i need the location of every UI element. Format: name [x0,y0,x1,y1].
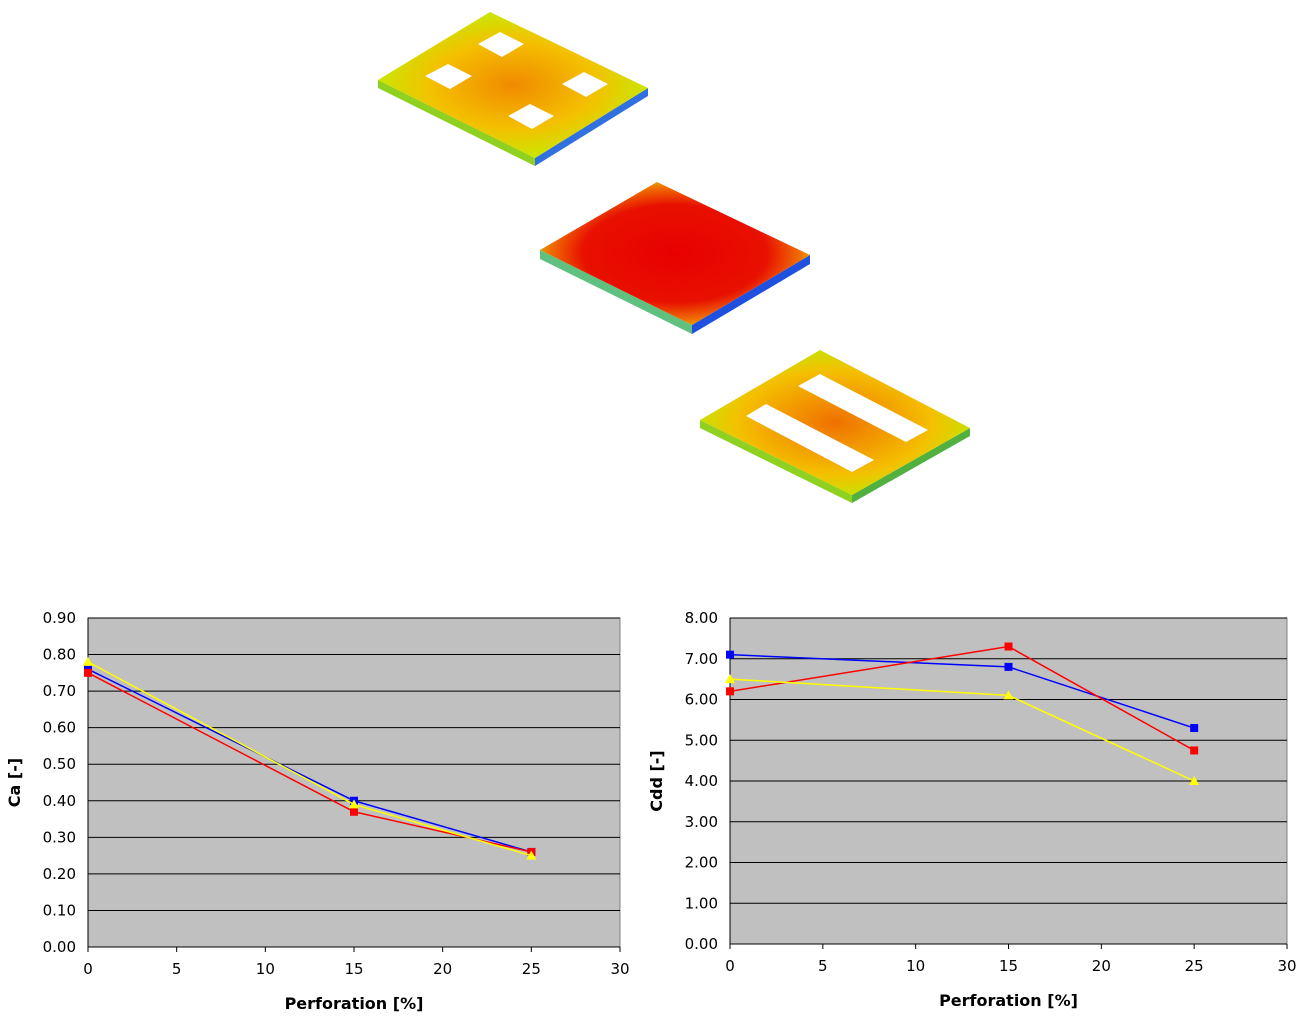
y-tick-label: 4.00 [685,772,718,790]
x-tick-label: 25 [522,960,541,978]
y-tick-label: 8.00 [685,609,718,627]
y-axis-title: Cdd [-] [647,750,666,811]
y-tick-label: 2.00 [685,854,718,872]
marker [1189,776,1200,785]
plate-slots [700,350,970,503]
y-tick-label: 0.20 [43,865,76,883]
y-tick-label: 5.00 [685,731,718,749]
y-tick-label: 0.80 [43,646,76,664]
marker [726,687,734,696]
marker [84,668,92,677]
x-tick-label: 30 [1277,957,1296,975]
marker [83,656,93,666]
y-tick-label: 0.40 [43,792,76,810]
marker [1004,662,1013,671]
plate-cross-holes [378,12,648,166]
x-tick-label: 20 [1092,957,1111,975]
x-tick-label: 0 [725,957,735,975]
marker [526,850,537,860]
marker [1004,642,1013,651]
x-axis-title: Perforation [%] [285,994,424,1013]
marker [350,807,358,816]
y-axis-title: Ca [-] [5,758,24,807]
plate-solid [540,182,810,334]
y-tick-label: 0.50 [43,755,76,773]
marker [1003,690,1014,700]
y-tick-label: 3.00 [685,813,718,831]
x-tick-label: 15 [999,957,1018,975]
y-tick-label: 0.70 [43,682,76,700]
y-tick-label: 0.10 [43,901,76,919]
x-axis-title: Perforation [%] [939,991,1078,1010]
x-tick-label: 20 [433,960,452,978]
y-tick-label: 0.30 [43,828,76,846]
y-tick-label: 0.60 [43,719,76,737]
marker [1190,724,1199,733]
marker [349,799,359,809]
y-tick-label: 1.00 [685,894,718,912]
y-tick-label: 7.00 [685,650,718,668]
y-tick-label: 0.90 [43,609,76,627]
chart: 0.00 0.10 0.20 0.30 0.40 0.50 0.60 0.70 0.80 0.90… [5,609,630,1013]
plot-area [87,617,621,948]
x-tick-label: 30 [610,960,629,978]
x-tick-label: 5 [818,957,828,975]
x-tick-label: 10 [906,957,925,975]
chart: 0.00 1.00 2.00 3.00 4.00 5.00 6.00 7.00 8.00 0 5 10… [647,609,1297,1010]
x-tick-label: 5 [172,960,182,978]
marker [1190,746,1199,755]
marker [726,650,734,659]
y-tick-label: 0.00 [685,935,718,953]
marker [725,674,735,684]
x-tick-label: 25 [1185,957,1204,975]
x-tick-label: 0 [83,960,93,978]
y-tick-label: 6.00 [685,691,718,709]
x-tick-label: 15 [344,960,363,978]
y-tick-label: 0.00 [43,938,76,956]
x-tick-label: 10 [256,960,275,978]
